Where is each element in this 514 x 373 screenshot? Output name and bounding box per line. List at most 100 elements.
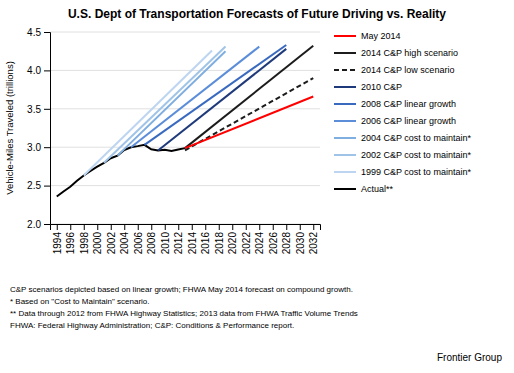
x-tick-label: 2008 [146, 232, 157, 255]
x-tick-label: 2030 [295, 232, 306, 255]
x-tick-mark [165, 224, 166, 230]
legend-label: May 2014 [361, 31, 401, 41]
legend-swatch [334, 137, 356, 139]
legend-item: 2014 C&P high scenario [334, 48, 458, 58]
x-tick-mark [111, 224, 112, 230]
x-tick: 2024 [254, 224, 265, 254]
legend-swatch [334, 86, 356, 88]
x-tick-mark [178, 224, 179, 230]
x-tick-label: 2024 [254, 232, 265, 255]
x-tick-label: 2032 [308, 232, 319, 255]
x-tick-label: 2006 [133, 232, 144, 255]
y-tick-mark [44, 224, 50, 225]
y-tick-label: 2.0 [27, 219, 41, 230]
x-tick-label: 2018 [214, 232, 225, 255]
y-tick: 2.0 [27, 219, 50, 230]
x-tick-mark [70, 224, 71, 230]
x-tick: 2016 [200, 224, 211, 254]
x-tick: 2010 [160, 224, 171, 254]
legend-label: 2008 C&P linear growth [361, 99, 456, 109]
footnote: ** Data through 2012 from FHWA Highway S… [10, 309, 358, 318]
legend-swatch [334, 52, 356, 54]
x-tick-mark [192, 224, 193, 230]
y-tick: 2.5 [27, 180, 50, 191]
x-tick-label: 2026 [268, 232, 279, 255]
legend-item: 2014 C&P low scenario [334, 65, 454, 75]
y-tick-mark [44, 186, 50, 187]
x-tick-label: 1998 [79, 232, 90, 255]
x-tick: 2018 [214, 224, 225, 254]
legend-item: 2002 C&P cost to maintain* [334, 150, 471, 160]
x-tick-mark [84, 224, 85, 230]
y-tick: 4.0 [27, 65, 50, 76]
y-tick-mark [44, 109, 50, 110]
x-tick: 2030 [295, 224, 306, 254]
series-line [185, 46, 313, 148]
legend-swatch [334, 154, 356, 156]
lines [57, 45, 314, 196]
legend-label: 2006 C&P linear growth [361, 116, 456, 126]
legend-swatch [334, 171, 356, 173]
x-tick-mark [259, 224, 260, 230]
legend: May 2014 2014 C&P high scenario 2014 C&P l… [334, 31, 471, 194]
title: U.S. Dept of Transportation Forecasts of… [68, 7, 446, 21]
legend-swatch [334, 188, 356, 190]
x-tick-label: 2000 [92, 232, 103, 255]
x-tick: 2006 [133, 224, 144, 254]
legend-label: 2014 C&P high scenario [361, 48, 458, 58]
footnote: C&P scenarios depicted based on linear g… [10, 285, 353, 294]
series-line [131, 47, 259, 148]
x-tick-mark [300, 224, 301, 230]
x-tick-mark [286, 224, 287, 230]
x-tick-mark [205, 224, 206, 230]
grid [50, 32, 320, 224]
y-tick: 3.0 [27, 142, 50, 153]
credit: Frontier Group [437, 352, 502, 363]
x-tick: 2002 [106, 224, 117, 254]
x-tick-label: 1994 [52, 232, 63, 255]
x-tick-mark [124, 224, 125, 230]
x-tick-label: 2012 [173, 232, 184, 255]
y-tick-mark [44, 70, 50, 71]
x-tick-label: 2002 [106, 232, 117, 255]
x-tick: 2020 [227, 224, 238, 254]
footnote: * Based on "Cost to Maintain" scenario. [10, 297, 150, 306]
x-tick: 1996 [65, 224, 76, 254]
y-tick-label: 2.5 [27, 180, 41, 191]
chart: U.S. Dept of Transportation Forecasts of… [0, 0, 514, 373]
x-tick-mark [151, 224, 152, 230]
x-axis: 1994199619982000200220042006200820102012… [51, 224, 321, 254]
legend-item: May 2014 [334, 31, 401, 41]
x-tick-mark [273, 224, 274, 230]
x-tick-mark [313, 224, 314, 230]
legend-item: 2004 C&P cost to maintain* [334, 133, 471, 143]
x-tick-label: 1996 [65, 232, 76, 255]
series-line [158, 49, 286, 151]
x-tick: 2004 [119, 224, 130, 254]
legend-swatch [334, 69, 356, 71]
legend-label: 2010 C&P [361, 82, 402, 92]
x-tick-label: 2004 [119, 232, 130, 255]
legend-swatch [334, 103, 356, 105]
x-tick-mark [57, 224, 58, 230]
grid-line [50, 185, 320, 186]
x-tick: 1998 [79, 224, 90, 254]
legend-label: Actual** [361, 184, 394, 194]
y-axis: 2.02.53.03.54.04.5 [27, 27, 50, 230]
x-tick-label: 2020 [227, 232, 238, 255]
x-tick-mark [246, 224, 247, 230]
series-line [185, 78, 313, 150]
y-tick: 4.5 [27, 27, 50, 38]
x-tick: 2022 [241, 224, 252, 254]
x-tick: 2000 [92, 224, 103, 254]
grid-line [50, 32, 320, 33]
x-tick-label: 2022 [241, 232, 252, 255]
footnote: FHWA: Federal Highway Administration; C&… [10, 321, 294, 330]
legend-swatch [334, 35, 356, 37]
series-line [185, 97, 313, 149]
legend-label: 2002 C&P cost to maintain* [361, 150, 471, 160]
x-tick: 2008 [146, 224, 157, 254]
x-tick: 2014 [187, 224, 198, 254]
x-tick-mark [97, 224, 98, 230]
x-tick: 2028 [281, 224, 292, 254]
